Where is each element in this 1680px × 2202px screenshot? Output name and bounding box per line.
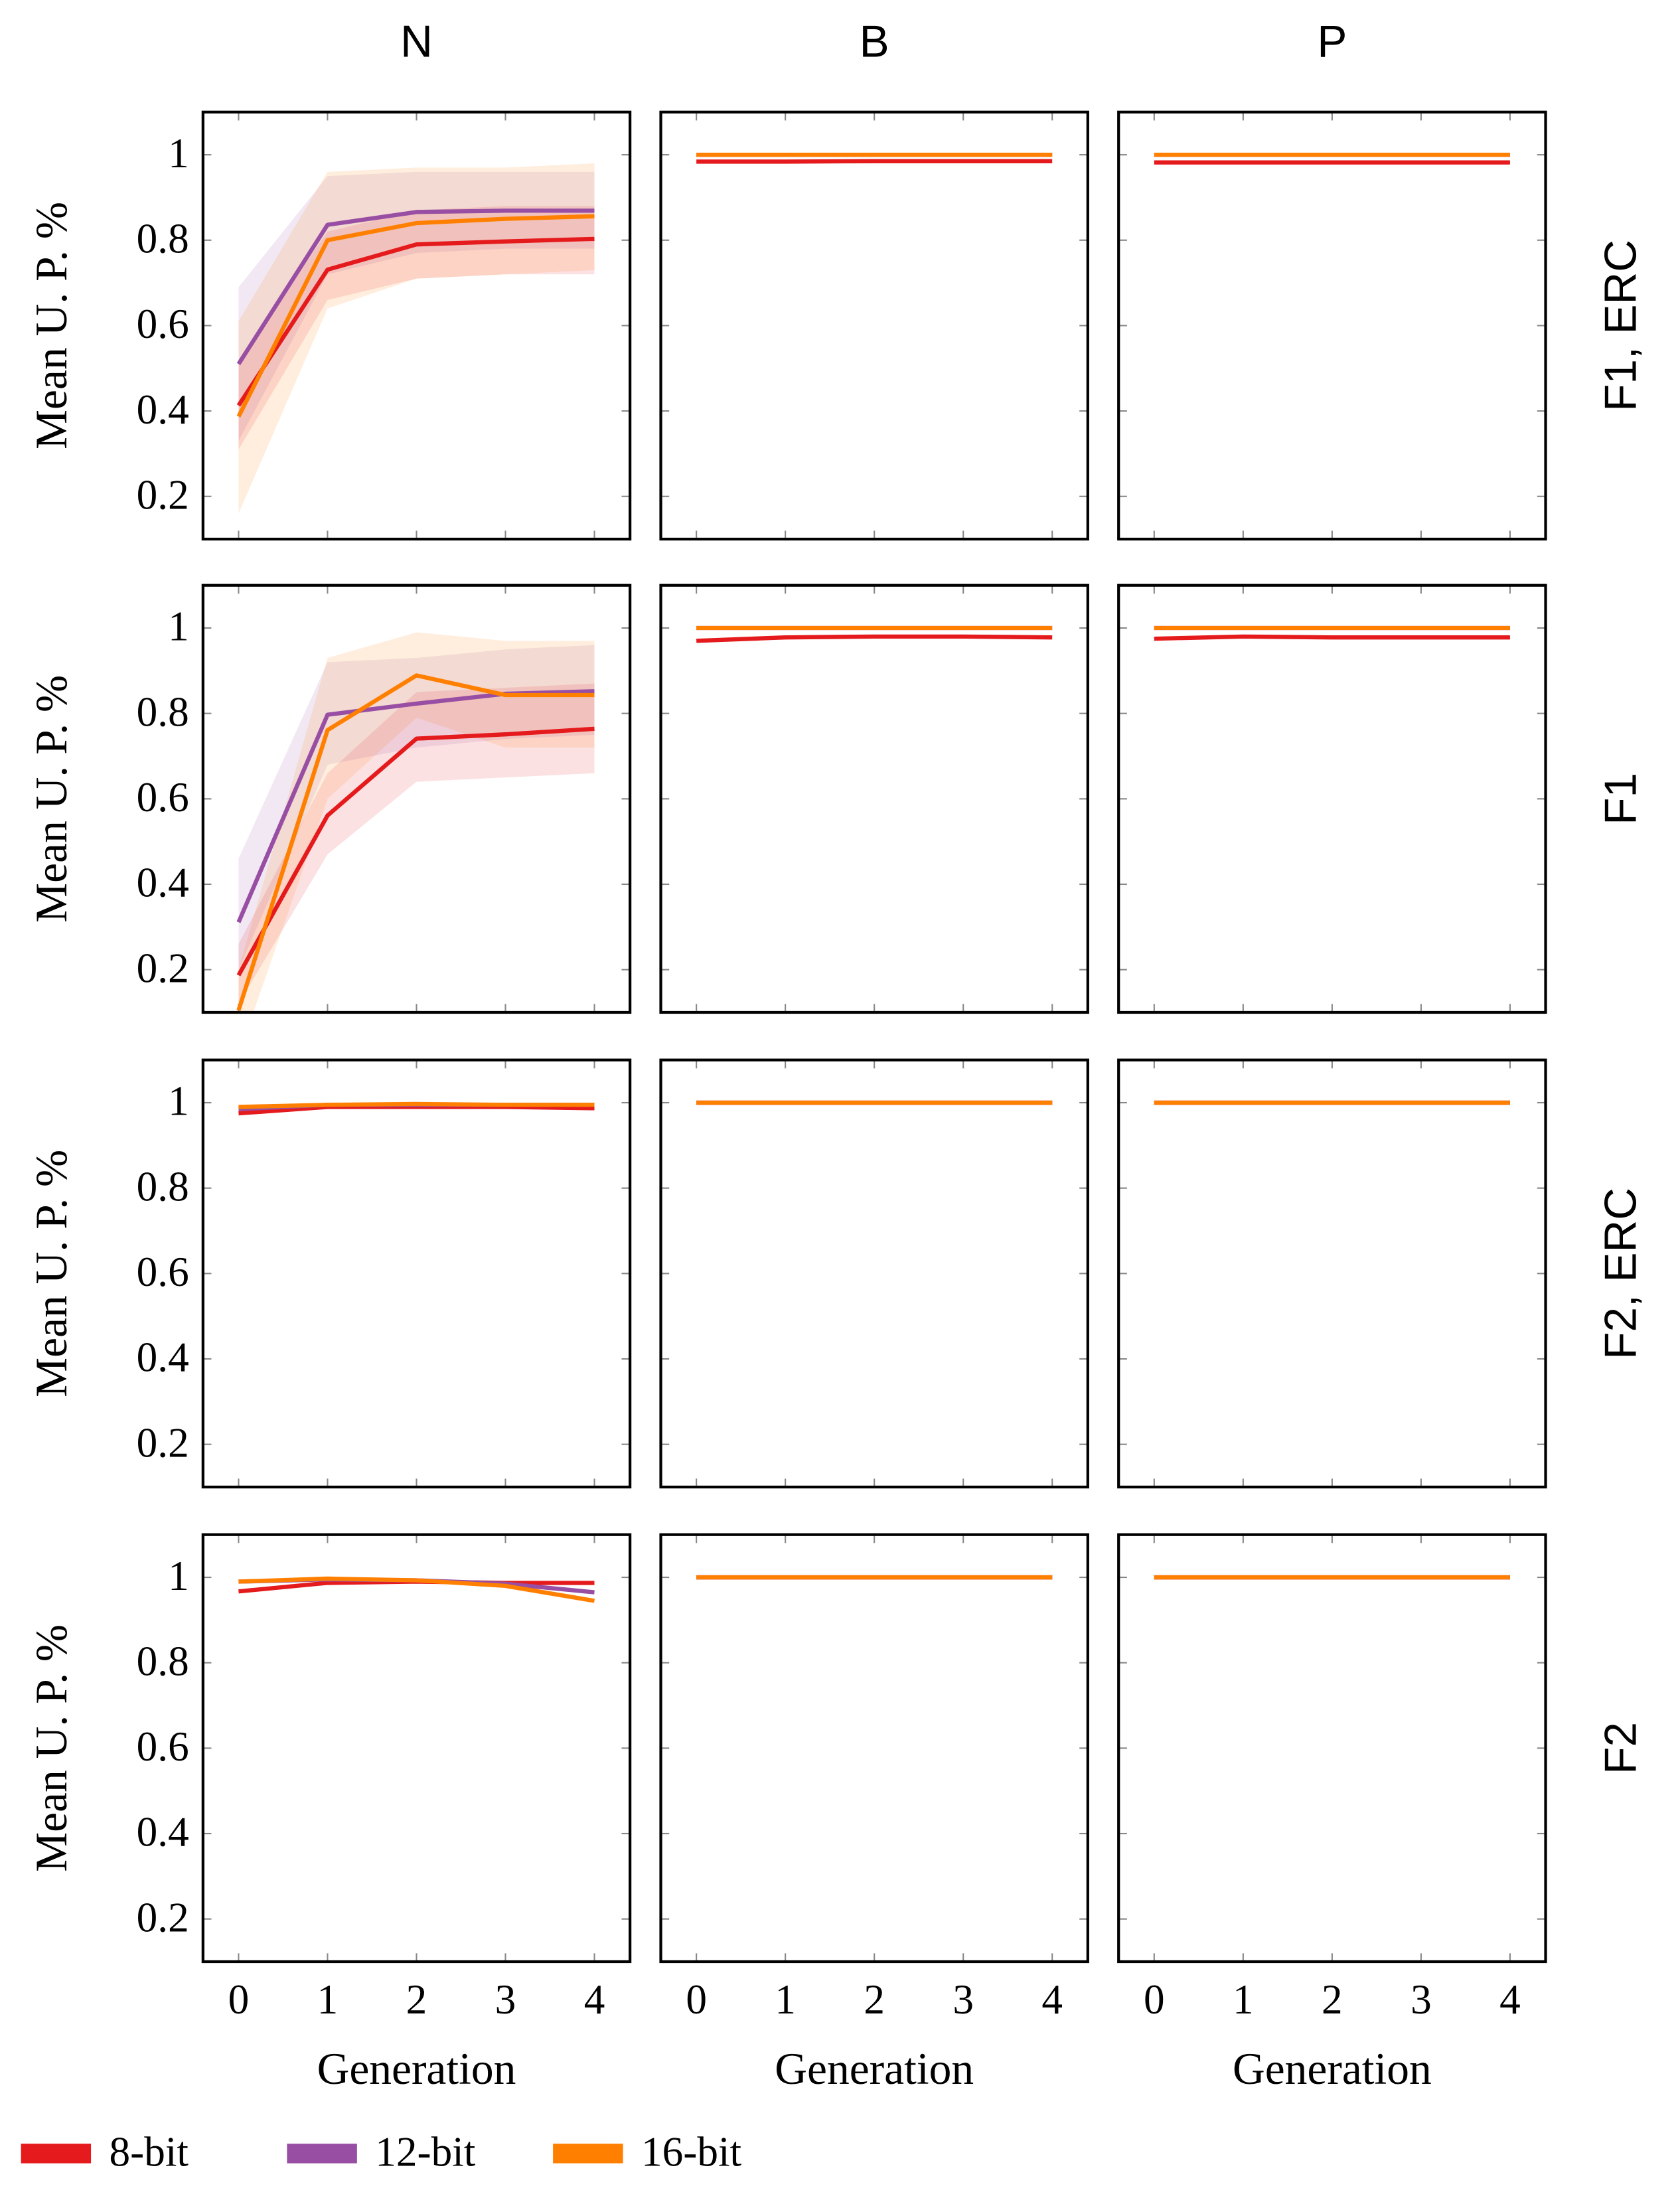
y-axis-title: Mean U. P. % bbox=[27, 675, 76, 923]
series-line bbox=[696, 634, 1053, 643]
legend-swatch bbox=[21, 2144, 92, 2163]
series-line bbox=[236, 689, 595, 923]
x-tick-label: 3 bbox=[495, 1976, 516, 2023]
panel-frame bbox=[659, 110, 1089, 541]
y-tick-label: 0.8 bbox=[137, 1163, 189, 1210]
y-tick-label: 0.8 bbox=[137, 1638, 189, 1684]
series-line bbox=[236, 214, 595, 418]
x-tick-label: 3 bbox=[953, 1976, 974, 2023]
plot-area bbox=[696, 152, 1053, 164]
x-axis-title: Generation bbox=[317, 2044, 516, 2094]
y-tick-label: 0.6 bbox=[137, 774, 189, 821]
row-title: F1, ERC bbox=[1596, 240, 1645, 412]
y-axis-title: Mean U. P. % bbox=[27, 1150, 76, 1397]
series-line bbox=[236, 673, 595, 1011]
panel-frame bbox=[1117, 584, 1547, 1014]
panel-frame bbox=[201, 584, 632, 1014]
x-tick-label: 3 bbox=[1411, 1976, 1432, 2023]
y-tick-label: 0.6 bbox=[137, 1723, 189, 1770]
y-tick-label: 0.2 bbox=[137, 471, 189, 518]
y-tick-label: 0.8 bbox=[137, 216, 189, 262]
y-tick-label: 0.4 bbox=[137, 386, 189, 433]
plot-area bbox=[1154, 152, 1510, 165]
panel-frame bbox=[1117, 1058, 1547, 1489]
y-tick-label: 0.2 bbox=[137, 1894, 189, 1940]
y-tick-label: 0.2 bbox=[137, 1419, 189, 1466]
row-title: F1 bbox=[1596, 773, 1645, 825]
legend-swatch bbox=[553, 2144, 623, 2163]
legend-label: 16-bit bbox=[641, 2129, 742, 2175]
x-tick-label: 4 bbox=[584, 1976, 605, 2023]
plot-area bbox=[696, 625, 1053, 643]
plot-area bbox=[1154, 625, 1510, 641]
x-tick-label: 0 bbox=[686, 1976, 707, 2023]
plot-area bbox=[238, 1101, 595, 1116]
y-tick-label: 0.4 bbox=[137, 860, 189, 906]
row-title: F2 bbox=[1596, 1722, 1645, 1774]
y-tick-label: 0.4 bbox=[137, 1334, 189, 1381]
panel-frame bbox=[659, 584, 1089, 1014]
x-tick-label: 0 bbox=[228, 1976, 250, 2023]
plot-area bbox=[236, 163, 595, 514]
panel-frame bbox=[201, 1058, 632, 1489]
x-tick-label: 4 bbox=[1499, 1976, 1521, 2023]
y-axis-title: Mean U. P. % bbox=[27, 1624, 76, 1872]
error-band bbox=[238, 632, 595, 1012]
plot-area bbox=[238, 1576, 595, 1603]
column-title: N bbox=[400, 17, 433, 66]
y-tick-label: 1 bbox=[168, 1078, 189, 1125]
series-line bbox=[236, 236, 595, 407]
x-tick-label: 2 bbox=[864, 1976, 885, 2023]
x-tick-label: 2 bbox=[1322, 1976, 1343, 2023]
x-tick-label: 1 bbox=[1233, 1976, 1254, 2023]
x-tick-label: 1 bbox=[317, 1976, 339, 2023]
y-tick-label: 0.4 bbox=[137, 1809, 189, 1855]
panel-frame bbox=[1117, 110, 1547, 541]
panel-frame bbox=[659, 1533, 1089, 1964]
y-axis-title: Mean U. P. % bbox=[27, 202, 76, 449]
panel-frame bbox=[1117, 1533, 1547, 1964]
panel-frame bbox=[659, 1058, 1089, 1489]
series-line bbox=[238, 1105, 595, 1116]
series-line bbox=[236, 726, 595, 977]
row-title: F2, ERC bbox=[1596, 1188, 1645, 1360]
plot-area bbox=[236, 632, 595, 1012]
x-tick-label: 0 bbox=[1144, 1976, 1165, 2023]
x-tick-label: 2 bbox=[406, 1976, 427, 2023]
y-tick-label: 1 bbox=[168, 1553, 189, 1599]
error-band bbox=[238, 645, 595, 970]
series-line bbox=[236, 208, 595, 366]
y-tick-label: 1 bbox=[168, 130, 189, 177]
series-line bbox=[696, 159, 1053, 164]
x-tick-label: 1 bbox=[775, 1976, 796, 2023]
x-tick-label: 4 bbox=[1041, 1976, 1063, 2023]
y-tick-label: 0.6 bbox=[137, 301, 189, 347]
y-tick-label: 0.8 bbox=[137, 688, 189, 735]
column-title: P bbox=[1317, 17, 1347, 66]
series-line bbox=[238, 1576, 595, 1603]
error-band bbox=[238, 206, 595, 449]
legend-swatch bbox=[287, 2144, 357, 2163]
error-band bbox=[238, 683, 595, 1004]
legend-label: 8-bit bbox=[110, 2129, 189, 2175]
panel-frame bbox=[201, 1533, 632, 1964]
series-line bbox=[238, 1101, 595, 1109]
column-title: B bbox=[860, 17, 889, 66]
series-line bbox=[1154, 634, 1510, 641]
x-axis-title: Generation bbox=[775, 2044, 974, 2094]
panel-frame bbox=[201, 110, 632, 541]
error-band bbox=[238, 163, 595, 514]
legend-label: 12-bit bbox=[375, 2129, 476, 2175]
y-tick-label: 0.6 bbox=[137, 1249, 189, 1295]
y-tick-label: 1 bbox=[168, 603, 189, 650]
x-axis-title: Generation bbox=[1233, 2044, 1432, 2094]
y-tick-label: 0.2 bbox=[137, 945, 189, 991]
